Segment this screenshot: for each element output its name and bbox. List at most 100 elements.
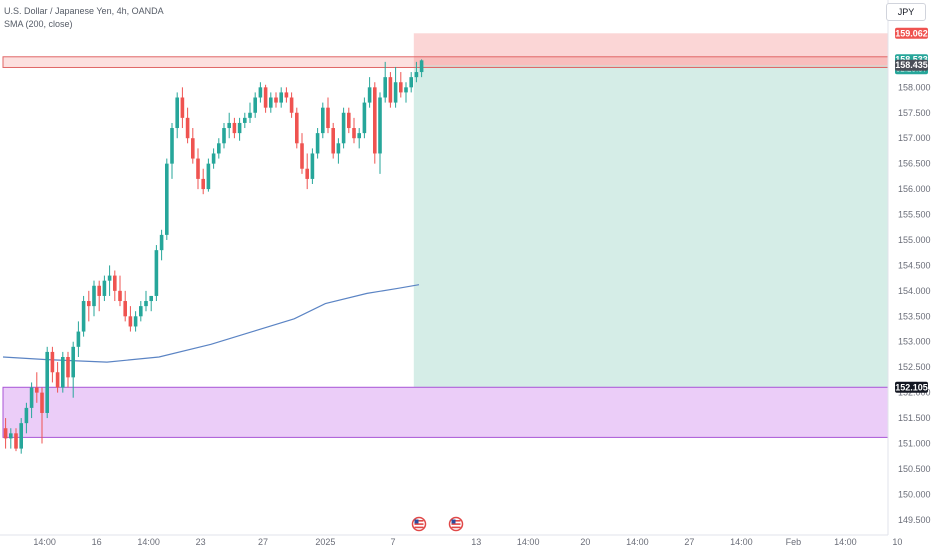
candle [139, 301, 143, 322]
currency-badge[interactable]: JPY [886, 3, 926, 21]
candle [40, 387, 44, 444]
flag-stripe [414, 526, 424, 529]
candle [201, 168, 205, 195]
candle [222, 122, 226, 149]
candle [180, 87, 185, 129]
candle [196, 148, 200, 190]
price-tick-label: 153.500 [898, 311, 931, 321]
candle-body [170, 128, 174, 164]
candle [419, 59, 424, 78]
candle [326, 97, 330, 134]
candle-body [393, 82, 398, 103]
candle-body [165, 163, 169, 235]
candle-body [248, 112, 252, 118]
candle [165, 158, 169, 240]
candle [159, 229, 164, 261]
candle-body [149, 295, 153, 302]
candle [133, 311, 138, 332]
candle-body [196, 158, 200, 179]
candle-body [66, 357, 70, 378]
time-tick-label: 2025 [315, 537, 335, 547]
price-tick-label: 156.000 [898, 184, 931, 194]
candle-body [211, 153, 216, 164]
symbol-title: U.S. Dollar / Japanese Yen, 4h, OANDA [4, 6, 164, 16]
supply-zone[interactable] [2, 56, 889, 68]
candle [92, 280, 96, 317]
candle [378, 92, 382, 174]
candle [409, 72, 413, 93]
candle-body [185, 117, 190, 139]
candle [331, 122, 335, 159]
candle [76, 321, 81, 357]
flag-stripe [451, 526, 461, 529]
candle-body [227, 122, 231, 129]
candle-body [55, 372, 60, 388]
price-tick-label: 157.000 [898, 133, 931, 143]
candle-body [175, 97, 179, 129]
candle [347, 107, 351, 134]
demand-zone[interactable] [2, 386, 889, 438]
price-axis[interactable]: 149.500150.000150.500151.000151.500152.0… [887, 0, 932, 550]
us-event-icon[interactable] [411, 516, 427, 532]
chart-legend: U.S. Dollar / Japanese Yen, 4h, OANDA SM… [4, 5, 164, 31]
candle-body [222, 128, 226, 144]
price-tick-label: 152.500 [898, 362, 931, 372]
candle-body [237, 122, 242, 134]
sma-200-line[interactable] [2, 284, 420, 363]
candle [45, 346, 49, 419]
candle [263, 84, 268, 113]
price-tag-value: 158.435 [895, 60, 928, 70]
candle-body [81, 301, 86, 332]
flag-canton [414, 519, 419, 524]
candle [336, 138, 341, 164]
candle-body [310, 153, 315, 179]
candle-body [284, 92, 289, 98]
sma-layer [2, 284, 420, 363]
price-tag: 159.062 [895, 27, 928, 39]
flag-stripe [451, 523, 461, 525]
us-event-icon[interactable] [448, 516, 464, 532]
candle-body [331, 128, 335, 154]
flag-stripe [414, 523, 424, 525]
candle-body [258, 87, 263, 98]
price-tick-label: 157.500 [898, 108, 931, 118]
stop-loss-zone[interactable] [413, 33, 888, 66]
candle-body [217, 143, 221, 154]
candle-body [180, 97, 185, 118]
candle-body [92, 285, 96, 307]
candle [269, 92, 273, 113]
candle [227, 112, 231, 139]
candle-body [243, 117, 247, 123]
candle [144, 290, 148, 312]
candle-body [159, 234, 164, 251]
price-tag-bg [895, 59, 928, 71]
candle-body [269, 97, 273, 108]
candle [191, 128, 195, 164]
candle-body [133, 316, 138, 327]
price-tick-label: 150.000 [898, 489, 931, 499]
candle [24, 402, 29, 434]
candle [232, 117, 237, 139]
price-tick-label: 154.500 [898, 260, 931, 270]
candle-body [71, 346, 75, 378]
candle-body [45, 351, 49, 413]
candle-body [305, 168, 309, 179]
candle-body [378, 97, 382, 154]
candle-body [274, 97, 278, 103]
event-markers[interactable] [411, 516, 464, 532]
candle [388, 72, 393, 108]
price-tag-bg [895, 27, 928, 39]
time-axis[interactable]: 14:00 16 14:00 23 27 2025 7 13 14:00 20 14:00 27 14:… [0, 534, 902, 550]
candle-body [201, 178, 205, 190]
candle-body [289, 97, 294, 113]
time-tick-label: 16 [92, 537, 102, 547]
time-tick-label: 23 [196, 537, 206, 547]
take-profit-zone[interactable] [413, 65, 888, 388]
candle [87, 290, 91, 322]
candle [341, 107, 346, 149]
candle [310, 148, 315, 184]
candle-body [315, 133, 320, 154]
